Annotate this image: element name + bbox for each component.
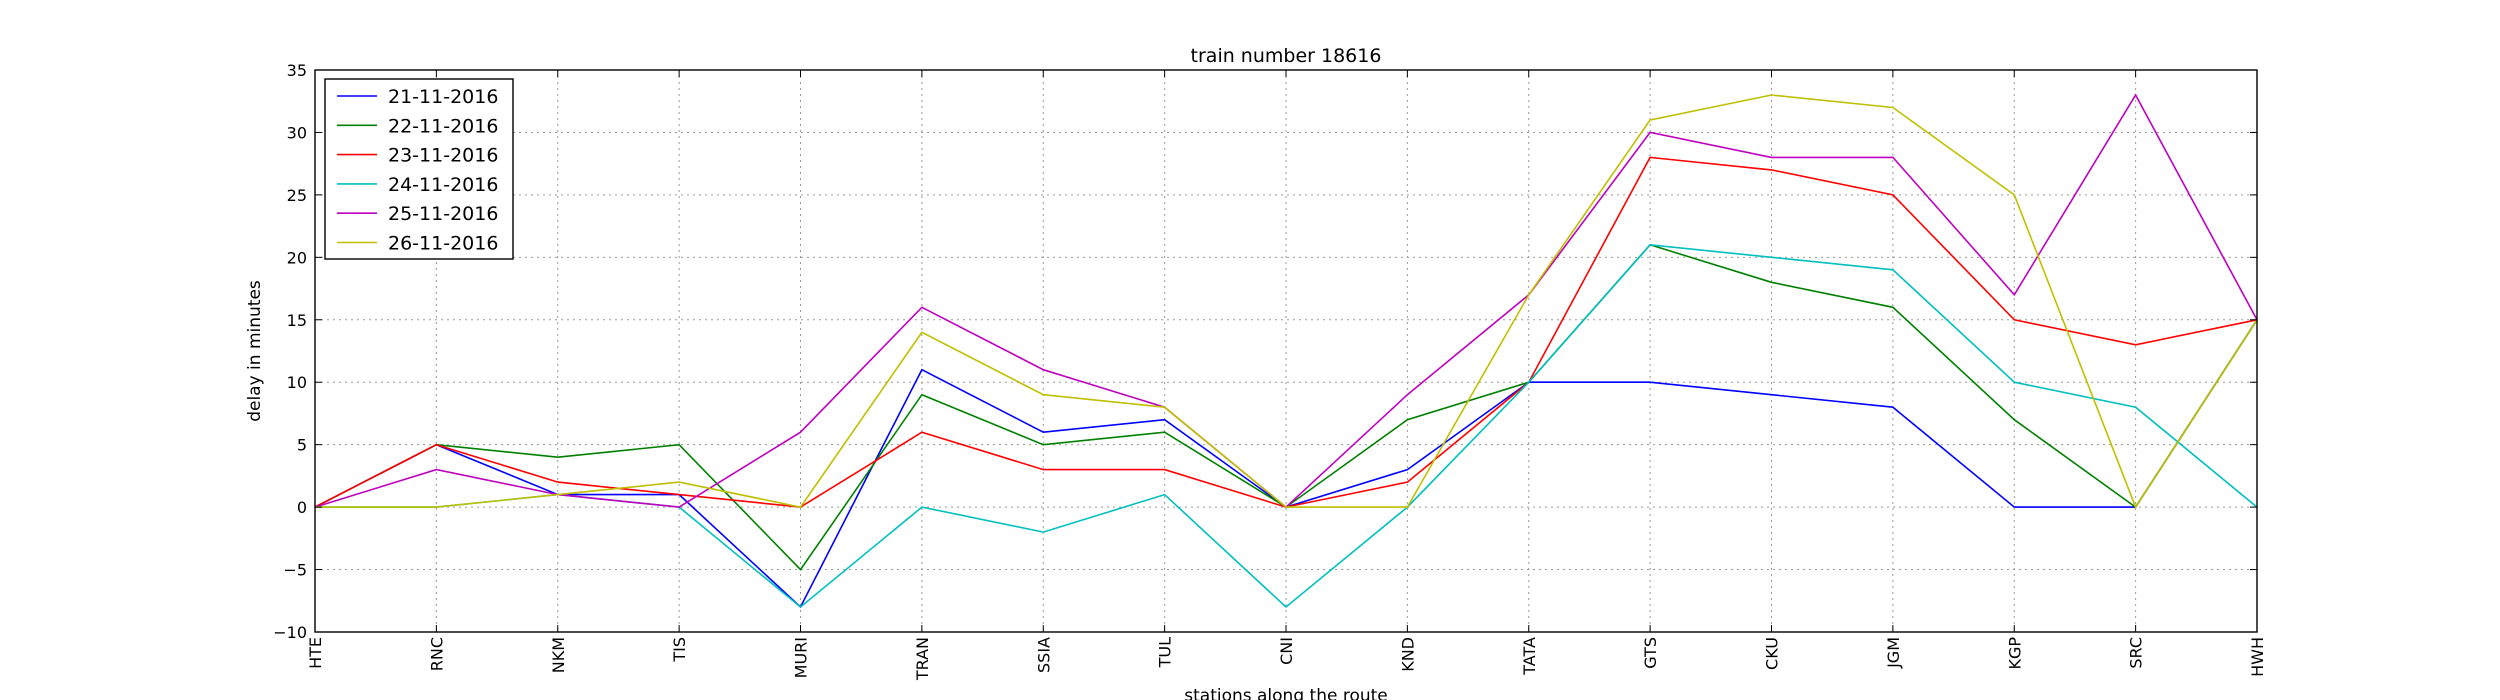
x-tick-label: CKU: [1763, 637, 1782, 670]
y-tick-label: −10: [273, 623, 307, 642]
series-line: [314, 93, 2258, 509]
y-tick-label: 35: [287, 61, 307, 80]
x-tick-label: HTE: [306, 637, 325, 669]
legend-box: [324, 78, 514, 260]
y-tick-label: −5: [283, 561, 307, 580]
x-tick-label: TUL: [1156, 637, 1175, 668]
x-tick-label: TRAN: [913, 637, 932, 681]
legend: 21-11-2016 22-11-2016 23-11-2016 24-11-2016…: [324, 78, 514, 260]
legend-entry: 25-11-2016: [388, 203, 498, 225]
x-tick-label: SSIA: [1034, 637, 1053, 673]
y-tick-label: 20: [287, 248, 307, 267]
x-tick-label: NKM: [549, 637, 568, 673]
x-tick-label: CNI: [1277, 637, 1296, 665]
x-tick-label: HWH: [2248, 637, 2267, 677]
y-tick-label: 0: [297, 498, 307, 517]
y-tick-label: 15: [287, 311, 307, 330]
series-lines: [314, 93, 2258, 609]
chart-title: train number 18616: [1191, 45, 1382, 67]
x-tick-label: RNC: [427, 637, 446, 671]
legend-entry: 26-11-2016: [388, 233, 498, 255]
grid: [315, 70, 2257, 632]
legend-entry: 24-11-2016: [388, 174, 498, 196]
x-axis-label: stations along the route: [1184, 686, 1388, 700]
x-tick-label: JGM: [1884, 637, 1903, 669]
series-line: [315, 94, 2258, 509]
legend-entry: 21-11-2016: [388, 86, 498, 108]
y-axis-label: delay in minutes: [245, 280, 265, 422]
x-tick-label: TATA: [1520, 637, 1539, 676]
y-tick-label: 5: [297, 436, 307, 455]
y-tick-label: 30: [287, 123, 307, 142]
x-tick-label: KGP: [2005, 637, 2024, 670]
axis-ticks: HTE RNC NKM TIS MURI TRAN SSIA TUL CNI KND TATA GTS…: [273, 61, 2267, 681]
x-tick-label: KND: [1398, 637, 1417, 672]
legend-entry: 23-11-2016: [388, 145, 498, 167]
x-tick-label: TIS: [670, 637, 689, 663]
legend-entry: 22-11-2016: [388, 115, 498, 137]
x-tick-label: MURI: [792, 637, 811, 678]
y-tick-label: 10: [287, 373, 307, 392]
x-tick-label: SRC: [2127, 637, 2146, 669]
y-tick-label: 25: [287, 186, 307, 205]
x-tick-label: GTS: [1641, 637, 1660, 669]
